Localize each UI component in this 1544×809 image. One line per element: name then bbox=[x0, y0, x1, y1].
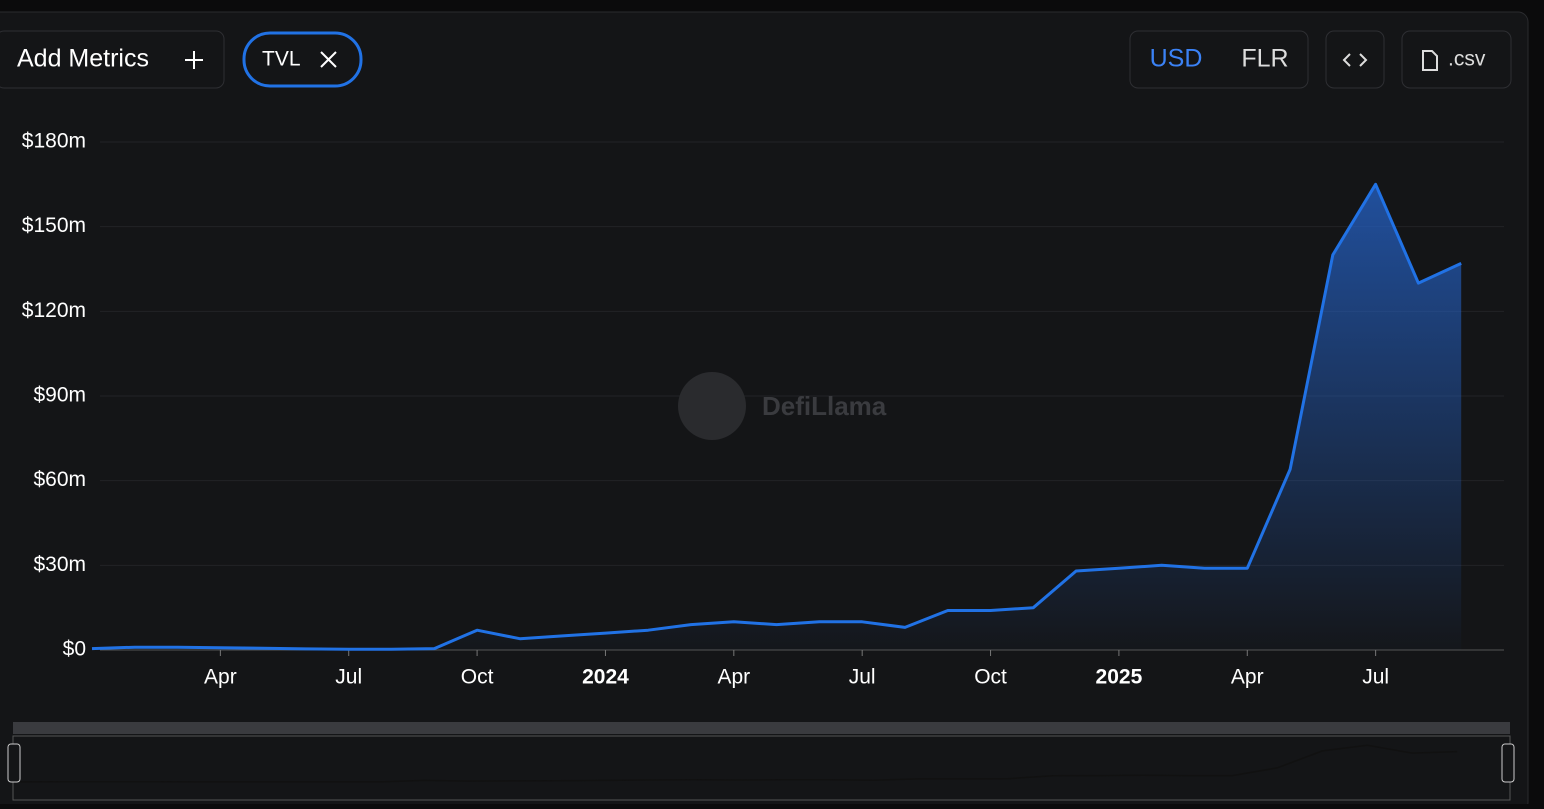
currency-toggle bbox=[1129, 30, 1309, 89]
x-tick-label: 2025 bbox=[1096, 666, 1143, 689]
navigator-bar[interactable] bbox=[13, 722, 1510, 734]
y-tick-label: $30m bbox=[33, 553, 86, 576]
csv-button[interactable] bbox=[1401, 30, 1512, 89]
navigator-handle[interactable] bbox=[7, 743, 21, 783]
area bbox=[92, 184, 1462, 651]
x-tick-label: 2024 bbox=[582, 666, 629, 689]
y-tick-label: $90m bbox=[33, 384, 86, 407]
x-tick-label: Jul bbox=[335, 666, 362, 689]
tvl-label: TVL bbox=[262, 48, 301, 71]
y-tick-label: $0 bbox=[63, 638, 86, 661]
line bbox=[91, 182, 1462, 651]
embed-button[interactable] bbox=[1325, 30, 1385, 89]
x-tick-label: Oct bbox=[461, 666, 494, 689]
close-icon[interactable] bbox=[320, 51, 337, 68]
watermark-logo bbox=[678, 372, 746, 440]
y-tick-label: $180m bbox=[22, 130, 86, 153]
navigator-handle[interactable] bbox=[1501, 743, 1515, 783]
y-tick-label: $60m bbox=[33, 468, 86, 491]
x-tick-label: Oct bbox=[974, 666, 1007, 689]
x-tick-label: Jul bbox=[1362, 666, 1389, 689]
file-icon bbox=[1422, 50, 1438, 71]
embed-icon bbox=[1342, 53, 1368, 67]
y-tick-label: $120m bbox=[22, 299, 86, 322]
watermark: DefiLlama bbox=[762, 391, 887, 421]
add-metrics-button[interactable] bbox=[0, 30, 225, 89]
currency-option[interactable]: USD bbox=[1150, 45, 1203, 73]
add-metrics-label: Add Metrics bbox=[17, 45, 149, 73]
y-tick-label: $150m bbox=[22, 214, 86, 237]
plus-icon bbox=[185, 51, 203, 69]
navigator-line bbox=[19, 744, 1458, 783]
x-tick-label: Apr bbox=[717, 666, 750, 689]
csv-label: .csv bbox=[1448, 48, 1486, 71]
x-tick-label: Jul bbox=[849, 666, 876, 689]
currency-option[interactable]: FLR bbox=[1241, 45, 1288, 73]
tvl-tag[interactable] bbox=[242, 31, 363, 88]
x-tick-label: Apr bbox=[1231, 666, 1264, 689]
x-tick-label: Apr bbox=[204, 666, 237, 689]
